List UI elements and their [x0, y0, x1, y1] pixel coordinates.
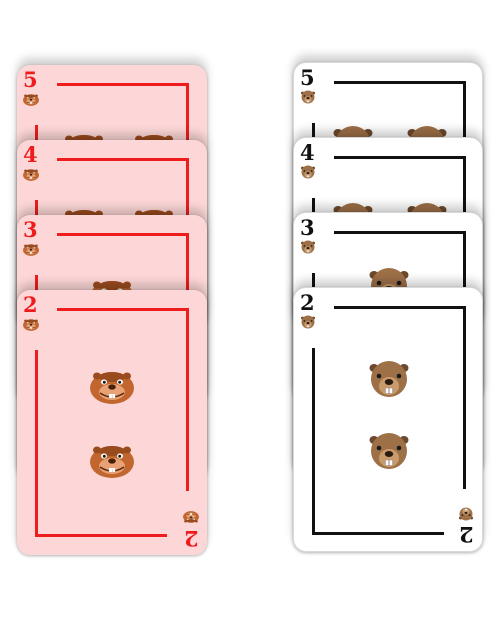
- card-rank: 3: [300, 215, 315, 240]
- beaver-icon: [299, 88, 317, 106]
- groundhog-icon: [22, 165, 40, 183]
- groundhog-icon: [87, 438, 137, 480]
- pink-card-2[interactable]: 2 2: [17, 290, 207, 555]
- card-rank: 4: [23, 142, 38, 167]
- card-rank: 2: [300, 290, 315, 315]
- groundhog-icon: [182, 509, 200, 527]
- card-frame: [35, 308, 189, 537]
- beaver-icon: [364, 358, 414, 400]
- card-frame: [312, 306, 466, 535]
- beaver-icon: [299, 313, 317, 331]
- beaver-icon: [299, 163, 317, 181]
- beaver-icon: [457, 505, 475, 523]
- card-rank-bottom: 2: [184, 526, 199, 551]
- groundhog-icon: [87, 364, 137, 406]
- card-rank: 5: [23, 67, 38, 92]
- card-rank: 5: [300, 65, 315, 90]
- beaver-icon: [364, 430, 414, 472]
- card-rank: 4: [300, 140, 315, 165]
- groundhog-icon: [22, 315, 40, 333]
- card-rank: 2: [23, 292, 38, 317]
- card-rank: 3: [23, 217, 38, 242]
- beaver-icon: [299, 238, 317, 256]
- groundhog-icon: [22, 240, 40, 258]
- card-rank-bottom: 2: [459, 522, 474, 547]
- white-card-2[interactable]: 2 2: [293, 287, 483, 552]
- groundhog-icon: [22, 90, 40, 108]
